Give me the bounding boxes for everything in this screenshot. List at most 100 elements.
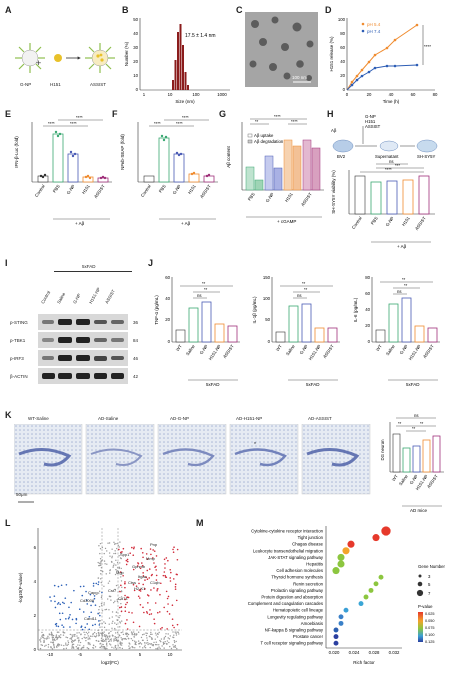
enrichment-dot <box>347 540 355 548</box>
volcano-point <box>115 584 118 587</box>
volcano-point <box>172 646 175 648</box>
volcano-point <box>138 625 141 628</box>
volcano-point <box>120 576 122 578</box>
volcano-point <box>150 589 152 591</box>
volcano-point <box>88 628 91 631</box>
volcano-point <box>76 635 78 637</box>
svg-text:Gpnmb: Gpnmb <box>132 564 146 569</box>
volcano-point <box>47 635 49 638</box>
volcano-point <box>93 597 96 600</box>
volcano-point <box>97 629 99 632</box>
volcano-point <box>104 547 107 550</box>
volcano-point <box>88 642 91 644</box>
blot-row-pirf3 <box>38 350 128 366</box>
volcano-point <box>87 638 89 640</box>
svg-text:ASSIST: ASSIST <box>426 473 439 489</box>
pathway-label: Chagas disease <box>292 542 323 547</box>
volcano-point <box>156 647 159 649</box>
volcano-point <box>152 644 154 646</box>
volcano-point <box>59 603 62 606</box>
volcano-point <box>111 555 113 557</box>
svg-text:5xFAD: 5xFAD <box>406 382 420 387</box>
volcano-point <box>109 555 111 557</box>
volcano-point <box>154 643 157 646</box>
svg-text:+ Aβ: + Aβ <box>181 221 191 226</box>
volcano-point <box>126 596 129 598</box>
svg-text:H151 release (%): H151 release (%) <box>329 36 334 72</box>
volcano-point <box>52 636 55 639</box>
volcano-point <box>47 646 50 648</box>
volcano-point <box>74 639 76 641</box>
volcano-point <box>97 612 99 615</box>
blot-row-ptbk1 <box>38 332 128 348</box>
svg-text:****: **** <box>70 121 77 126</box>
volcano-point <box>114 646 117 649</box>
legend-ph54: pH 5.4 <box>367 22 381 27</box>
volcano-point <box>145 642 147 644</box>
svg-text:**: ** <box>404 283 408 288</box>
volcano-point <box>135 585 138 587</box>
volcano-point <box>102 638 104 641</box>
volcano-point <box>41 634 44 636</box>
volcano-point <box>103 552 105 555</box>
volcano-point <box>119 621 121 623</box>
volcano-point <box>62 626 65 628</box>
volcano-point <box>92 582 95 585</box>
volcano-point <box>67 640 69 642</box>
volcano-point <box>167 595 170 598</box>
volcano-point <box>146 612 149 614</box>
volcano-point <box>110 644 112 646</box>
svg-text:Supernatant: Supernatant <box>375 154 399 159</box>
volcano-point <box>109 595 111 598</box>
volcano-point <box>128 645 130 647</box>
volcano-point <box>63 644 65 647</box>
enrichment-dot <box>333 640 339 646</box>
volcano-point <box>78 608 81 610</box>
svg-text:Spp1: Spp1 <box>120 552 130 557</box>
label-gnp: G-NP <box>20 82 32 87</box>
volcano-point <box>154 632 157 634</box>
svg-text:SH-SY5Y: SH-SY5Y <box>417 154 436 159</box>
volcano-point <box>115 648 118 650</box>
volcano-point <box>53 646 56 649</box>
volcano-point <box>116 619 118 621</box>
svg-text:Pnp: Pnp <box>150 542 158 547</box>
volcano-point <box>146 594 149 596</box>
svg-text:20: 20 <box>133 59 138 64</box>
panel-label-c: C <box>236 5 243 15</box>
histogram-bars <box>172 24 189 90</box>
volcano-point <box>81 628 84 631</box>
volcano-point <box>169 645 171 648</box>
volcano-point <box>114 639 116 641</box>
volcano-point <box>146 639 149 642</box>
volcano-point <box>102 643 104 646</box>
svg-text:80: 80 <box>365 275 370 280</box>
volcano-point <box>110 638 113 640</box>
volcano-point <box>139 603 142 606</box>
enrichment-dot <box>358 601 364 607</box>
svg-text:PBS: PBS <box>52 184 61 194</box>
histology-image-ad-saline <box>85 424 155 495</box>
volcano-point <box>149 548 152 550</box>
volcano-point <box>65 644 67 646</box>
volcano-point <box>99 552 101 555</box>
svg-text:10: 10 <box>133 73 138 78</box>
volcano-point <box>99 563 102 565</box>
svg-text:6: 6 <box>34 545 37 550</box>
volcano-point <box>85 590 87 593</box>
volcano-point <box>118 546 120 548</box>
volcano-point <box>118 548 120 551</box>
volcano-point <box>149 609 151 611</box>
volcano-point <box>99 626 101 628</box>
volcano-point <box>44 637 46 640</box>
volcano-point <box>108 632 110 635</box>
volcano-point <box>101 610 104 612</box>
volcano-point <box>111 646 113 649</box>
volcano-point <box>114 600 116 603</box>
volcano-point <box>50 600 52 602</box>
volcano-point <box>125 603 127 606</box>
svg-text:Aβ degradation: Aβ degradation <box>254 139 284 144</box>
volcano-point <box>81 594 84 597</box>
volcano-point <box>125 563 128 566</box>
volcano-point <box>126 558 129 561</box>
